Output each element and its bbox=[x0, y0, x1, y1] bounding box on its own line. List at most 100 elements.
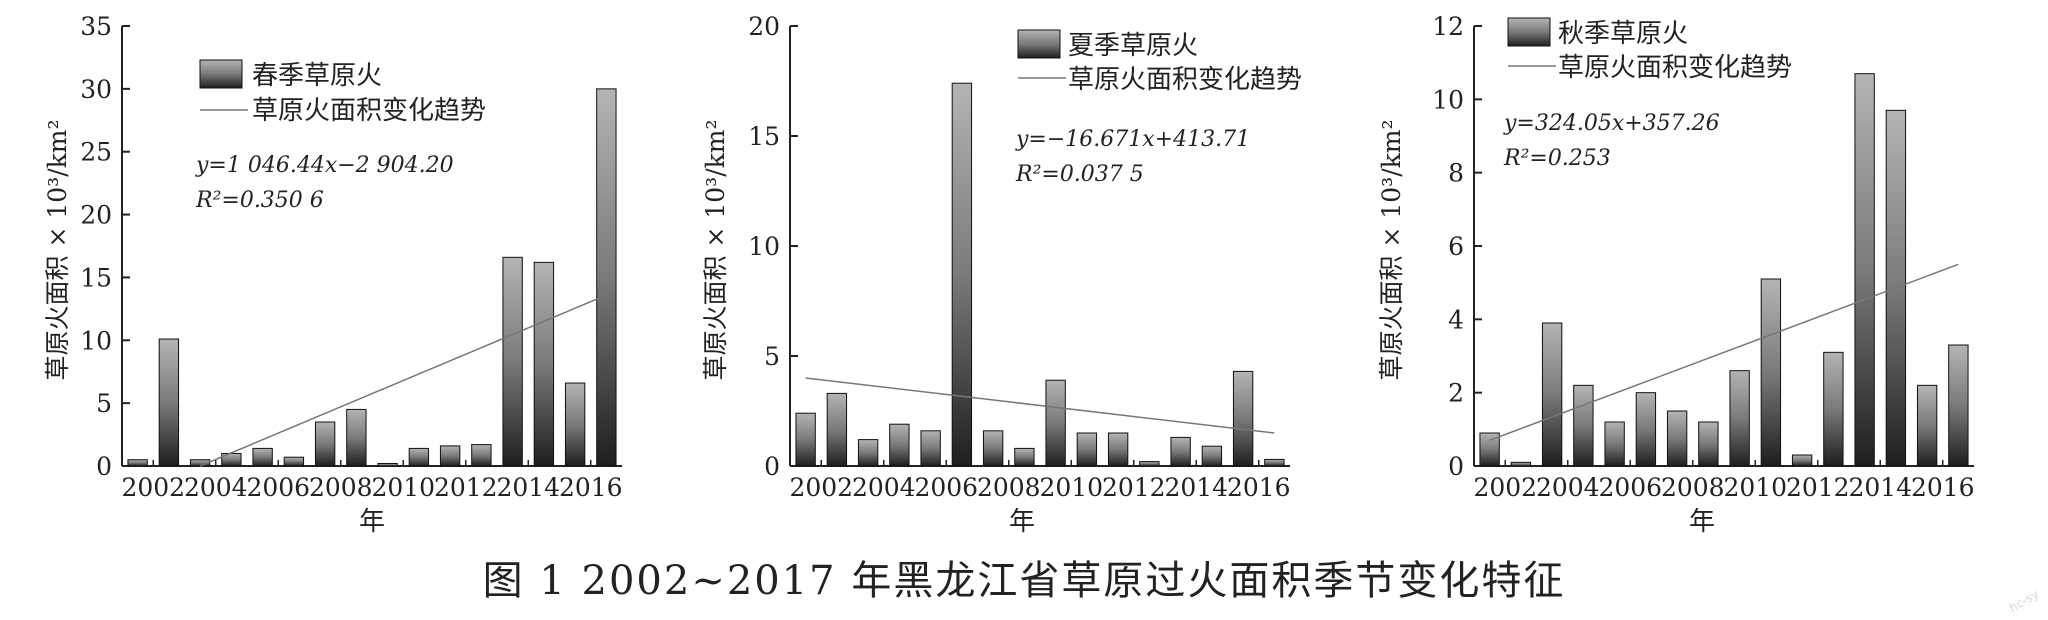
x-tick-label-autumn: 2010 bbox=[1723, 473, 1787, 502]
bar-spring-2007 bbox=[283, 456, 305, 467]
x-tick-label-summer: 2006 bbox=[914, 473, 978, 502]
bar-summer-2009 bbox=[1014, 447, 1035, 467]
x-tick-label-spring: 2010 bbox=[371, 473, 435, 502]
legend-line-label-autumn: 草原火面积变化趋势 bbox=[1558, 53, 1792, 83]
y-tick-label-spring: 5 bbox=[96, 389, 112, 418]
bar-spring-2011 bbox=[408, 447, 430, 467]
y-tick-label-autumn: 8 bbox=[1448, 159, 1464, 188]
bar-spring-2017 bbox=[596, 88, 617, 467]
bar-autumn-2005 bbox=[1573, 384, 1594, 467]
bar-summer-2003 bbox=[826, 392, 848, 467]
bar-spring-2002 bbox=[127, 459, 148, 467]
bar-summer-2010 bbox=[1045, 379, 1066, 467]
bar-autumn-2009 bbox=[1698, 421, 1719, 467]
y-tick-label-spring: 20 bbox=[80, 201, 112, 230]
y-tick-label-spring: 0 bbox=[96, 452, 112, 481]
y-axis-label-summer: 草原火面积 × 10³/km² bbox=[701, 120, 730, 381]
y-tick-label-autumn: 12 bbox=[1432, 12, 1464, 41]
bar-autumn-2006 bbox=[1604, 421, 1625, 467]
x-tick-label-spring: 2008 bbox=[309, 473, 373, 502]
bar-spring-2012 bbox=[439, 445, 461, 467]
bar-summer-2013 bbox=[1139, 461, 1160, 467]
bar-autumn-2004 bbox=[1541, 322, 1563, 467]
equation-summer: y=−16.671x+413.71 bbox=[1015, 127, 1250, 152]
x-tick-label-spring: 2002 bbox=[121, 473, 185, 502]
y-tick-label-autumn: 4 bbox=[1448, 305, 1464, 334]
x-tick-label-summer: 2010 bbox=[1039, 473, 1103, 502]
legend-bar-label-summer: 夏季草原火 bbox=[1068, 31, 1198, 61]
y-tick-label-spring: 35 bbox=[80, 12, 112, 41]
x-axis-label-spring: 年 bbox=[359, 507, 385, 537]
plot-area-autumn: 0 2 4 6 8 10 12 2002200420062008201020122014201… bbox=[1432, 12, 1974, 502]
bar-autumn-2007 bbox=[1635, 392, 1657, 467]
x-tick-label-autumn: 2008 bbox=[1661, 473, 1725, 502]
y-tick-label-summer: 10 bbox=[748, 232, 780, 261]
chart-panel-summer: 0 5 10 15 20 20022004200620082010201220142016… bbox=[701, 12, 1302, 537]
bar-summer-2006 bbox=[920, 430, 941, 467]
bar-autumn-2017 bbox=[1948, 344, 1969, 467]
x-tick-label-autumn: 2002 bbox=[1473, 473, 1537, 502]
bar-summer-2012 bbox=[1107, 432, 1129, 467]
bar-summer-2016 bbox=[1232, 370, 1254, 467]
trend-line-spring bbox=[199, 294, 607, 467]
bar-spring-2003 bbox=[158, 338, 180, 467]
equation-spring: y=1 046.44x−2 904.20 bbox=[195, 153, 454, 178]
x-tick-label-spring: 2006 bbox=[246, 473, 310, 502]
y-tick-label-spring: 30 bbox=[80, 75, 112, 104]
x-tick-label-summer: 2016 bbox=[1227, 473, 1291, 502]
x-tick-label-spring: 2014 bbox=[496, 473, 560, 502]
y-tick-label-autumn: 2 bbox=[1448, 379, 1464, 408]
y-tick-label-summer: 5 bbox=[764, 342, 780, 371]
x-tick-label-autumn: 2006 bbox=[1598, 473, 1662, 502]
y-axis-label-autumn: 草原火面积 × 10³/km² bbox=[1377, 120, 1406, 381]
bar-autumn-2012 bbox=[1791, 454, 1813, 467]
x-tick-label-autumn: 2012 bbox=[1786, 473, 1850, 502]
y-tick-label-summer: 15 bbox=[748, 122, 780, 151]
bar-summer-2008 bbox=[982, 430, 1004, 467]
bar-autumn-2011 bbox=[1760, 278, 1782, 467]
bar-autumn-2003 bbox=[1510, 461, 1532, 467]
bar-spring-2010 bbox=[377, 462, 398, 467]
y-tick-label-summer: 0 bbox=[764, 452, 780, 481]
bar-spring-2009 bbox=[346, 408, 367, 467]
x-axis-label-summer: 年 bbox=[1009, 507, 1035, 537]
bar-summer-2017 bbox=[1264, 458, 1285, 467]
x-axis-label-autumn: 年 bbox=[1689, 507, 1715, 537]
x-tick-label-summer: 2002 bbox=[789, 473, 853, 502]
legend-swatch-spring bbox=[199, 59, 243, 89]
bar-autumn-2010 bbox=[1729, 370, 1750, 467]
y-tick-label-autumn: 10 bbox=[1432, 85, 1464, 114]
y-tick-label-autumn: 0 bbox=[1448, 452, 1464, 481]
legend-swatch-summer bbox=[1017, 29, 1061, 59]
trend-line-summer bbox=[805, 377, 1275, 434]
bar-spring-2016 bbox=[564, 382, 586, 467]
x-tick-label-autumn: 2014 bbox=[1848, 473, 1912, 502]
bar-summer-2005 bbox=[889, 423, 910, 467]
chart-panel-spring: 0 5 10 15 20 25 30 35 20022004200620082010201220… bbox=[43, 12, 623, 537]
r-squared-summer: R²=0.037 5 bbox=[1015, 162, 1144, 187]
bar-summer-2011 bbox=[1076, 432, 1098, 467]
y-tick-label-spring: 15 bbox=[80, 263, 112, 292]
bar-spring-2015 bbox=[533, 261, 555, 467]
bar-summer-2007 bbox=[951, 82, 973, 467]
y-tick-label-spring: 10 bbox=[80, 326, 112, 355]
y-tick-label-autumn: 6 bbox=[1448, 232, 1464, 261]
figure-caption: 图 1 2002~2017 年黑龙江省草原过火面积季节变化特征 bbox=[482, 558, 1566, 604]
x-tick-label-summer: 2008 bbox=[977, 473, 1041, 502]
bar-spring-2006 bbox=[252, 447, 273, 467]
bar-autumn-2008 bbox=[1666, 410, 1688, 467]
y-tick-label-spring: 25 bbox=[80, 138, 112, 167]
legend-bar-label-spring: 春季草原火 bbox=[252, 61, 382, 91]
bar-summer-2004 bbox=[857, 439, 879, 467]
bar-autumn-2002 bbox=[1479, 432, 1500, 467]
legend-bar-label-autumn: 秋季草原火 bbox=[1558, 19, 1688, 49]
y-tick-label-summer: 20 bbox=[748, 12, 780, 41]
x-tick-label-spring: 2004 bbox=[184, 473, 248, 502]
bar-summer-2002 bbox=[795, 412, 816, 467]
x-tick-label-summer: 2014 bbox=[1164, 473, 1228, 502]
bar-autumn-2013 bbox=[1823, 351, 1844, 467]
x-tick-label-summer: 2004 bbox=[852, 473, 916, 502]
x-tick-label-spring: 2012 bbox=[434, 473, 498, 502]
bar-autumn-2014 bbox=[1854, 73, 1875, 467]
